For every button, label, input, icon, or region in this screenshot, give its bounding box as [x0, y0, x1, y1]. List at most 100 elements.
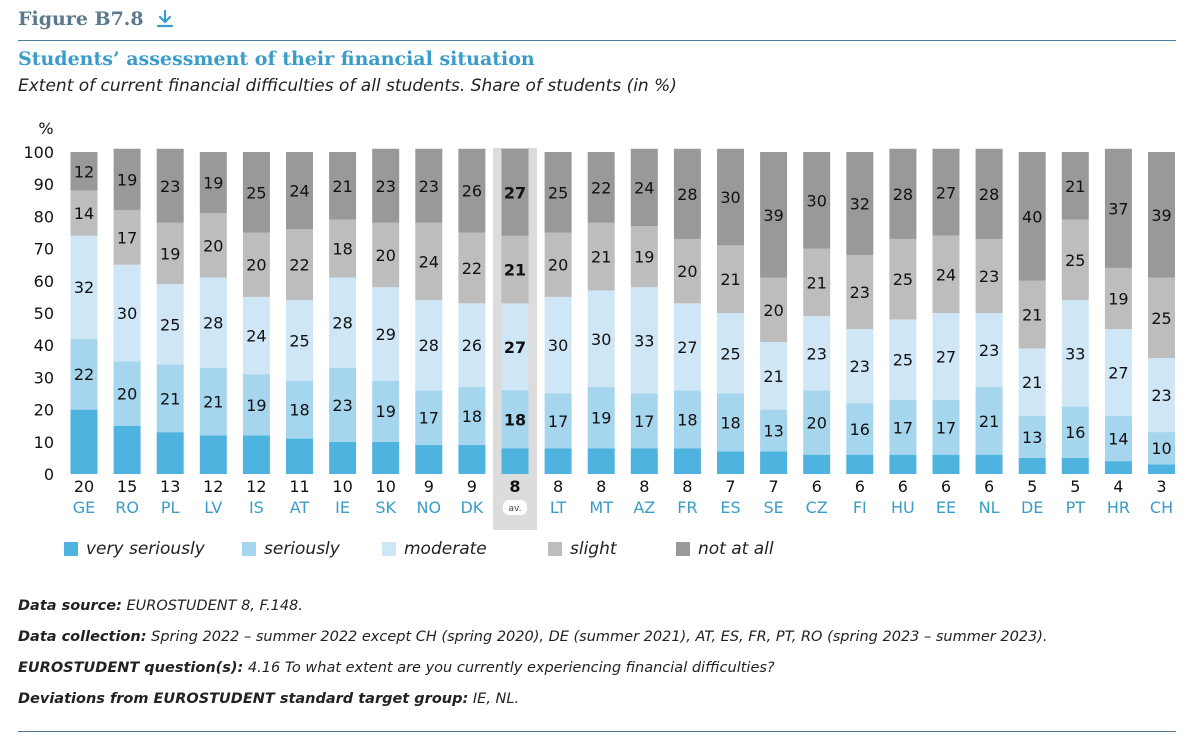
very-seriously-value: 9: [467, 477, 477, 496]
bar-segment: [803, 316, 831, 391]
data-label: 22: [289, 256, 309, 275]
data-label: 32: [850, 195, 870, 214]
data-label: 21: [160, 389, 180, 408]
data-label: 33: [1065, 344, 1085, 363]
bar-segment: [1061, 457, 1089, 474]
legend-label: not at all: [698, 539, 774, 559]
country-label: HR: [1107, 498, 1130, 517]
bar-segment: [760, 277, 788, 342]
y-tick-label: 50: [34, 304, 54, 323]
note-question: EUROSTUDENT question(s): 4.16 To what ex…: [18, 660, 775, 676]
legend-swatch: [64, 542, 78, 556]
legend-item: slight: [548, 539, 676, 559]
bar-segment: [673, 448, 701, 474]
y-tick-label: 30: [34, 368, 54, 387]
country-label: SE: [763, 498, 783, 517]
bar-segment: [846, 454, 874, 474]
top-rule: [18, 40, 1176, 41]
data-label: 27: [504, 338, 526, 357]
data-label: 21: [807, 273, 827, 292]
bar-segment: [199, 213, 227, 278]
bar-segment: [458, 303, 486, 388]
bar-segment: [415, 445, 443, 474]
data-label: 19: [246, 396, 266, 415]
country-label: NL: [979, 498, 1000, 517]
bar-segment: [156, 432, 184, 474]
country-label: FR: [677, 498, 697, 517]
bar-segment: [932, 454, 960, 474]
bar-segment: [286, 152, 313, 230]
bar-segment: [329, 219, 357, 278]
country-label: MT: [589, 498, 613, 517]
bar-segment: [975, 454, 1003, 474]
bar-segment: [501, 448, 529, 474]
bar-segment: [587, 448, 615, 474]
data-label: 19: [117, 170, 137, 189]
bar-segment: [846, 329, 874, 404]
country-label: PT: [1066, 498, 1086, 517]
bar-segment: [415, 390, 443, 446]
data-label: 17: [936, 418, 956, 437]
very-seriously-value: 11: [289, 477, 309, 496]
data-label: 20: [807, 413, 827, 432]
bar-segment: [1104, 148, 1132, 268]
note-deviations: Deviations from EUROSTUDENT standard tar…: [18, 691, 520, 707]
bar-segment: [1018, 348, 1046, 417]
very-seriously-value: 5: [1070, 477, 1080, 496]
data-label: 25: [720, 344, 740, 363]
data-label: 39: [763, 206, 783, 225]
legend-swatch: [242, 542, 256, 556]
bar-segment: [975, 313, 1003, 388]
data-label: 17: [117, 228, 137, 247]
bar-segment: [329, 277, 357, 368]
bar-segment: [286, 300, 313, 381]
stacked-bar-chart: %01020304050607080901002232141220GE20301…: [23, 119, 1175, 530]
country-label: IS: [249, 498, 264, 517]
bar-segment: [329, 441, 357, 474]
chart-subtitle: Extent of current financial difficulties…: [18, 76, 677, 96]
bar-segment: [760, 152, 788, 278]
very-seriously-value: 7: [725, 477, 735, 496]
bar-segment: [1018, 280, 1046, 349]
data-label: 21: [591, 248, 611, 267]
data-label: 13: [1022, 428, 1042, 447]
bar-segment: [242, 232, 270, 297]
very-seriously-value: 6: [812, 477, 822, 496]
download-icon[interactable]: [154, 8, 176, 30]
bar-segment: [1061, 300, 1089, 407]
data-label: 39: [1151, 206, 1171, 225]
data-label: 27: [677, 338, 697, 357]
data-label: 17: [419, 409, 439, 428]
data-label: 26: [462, 182, 482, 201]
bar-segment: [803, 390, 831, 455]
note-data-collection: Data collection: Spring 2022 – summer 20…: [18, 629, 1048, 645]
y-tick-label: 10: [34, 433, 54, 452]
data-label: 20: [763, 301, 783, 320]
data-label: 13: [763, 422, 783, 441]
data-label: 23: [419, 177, 439, 196]
bar-segment: [156, 364, 184, 433]
bar-segment: [372, 148, 400, 223]
country-label: NO: [417, 498, 442, 517]
y-tick-label: 0: [44, 465, 54, 484]
country-label: PL: [161, 498, 180, 517]
bar-segment: [760, 451, 788, 474]
data-label: 21: [720, 270, 740, 289]
bar-segment: [372, 380, 400, 442]
data-label: 22: [462, 259, 482, 278]
bar-segment: [415, 300, 443, 391]
data-label: 25: [160, 315, 180, 334]
legend-swatch: [548, 542, 562, 556]
data-label: 20: [548, 256, 568, 275]
bar-segment: [329, 367, 357, 442]
country-label: DK: [460, 498, 483, 517]
bar-segment: [1148, 358, 1175, 433]
very-seriously-value: 6: [941, 477, 951, 496]
y-tick-label: 90: [34, 175, 54, 194]
bar-segment: [1148, 277, 1175, 359]
bar-segment: [803, 454, 831, 474]
bar-segment: [501, 235, 529, 304]
bar-segment: [1148, 464, 1175, 474]
bar-segment: [932, 313, 960, 400]
bar-segment: [458, 148, 486, 233]
